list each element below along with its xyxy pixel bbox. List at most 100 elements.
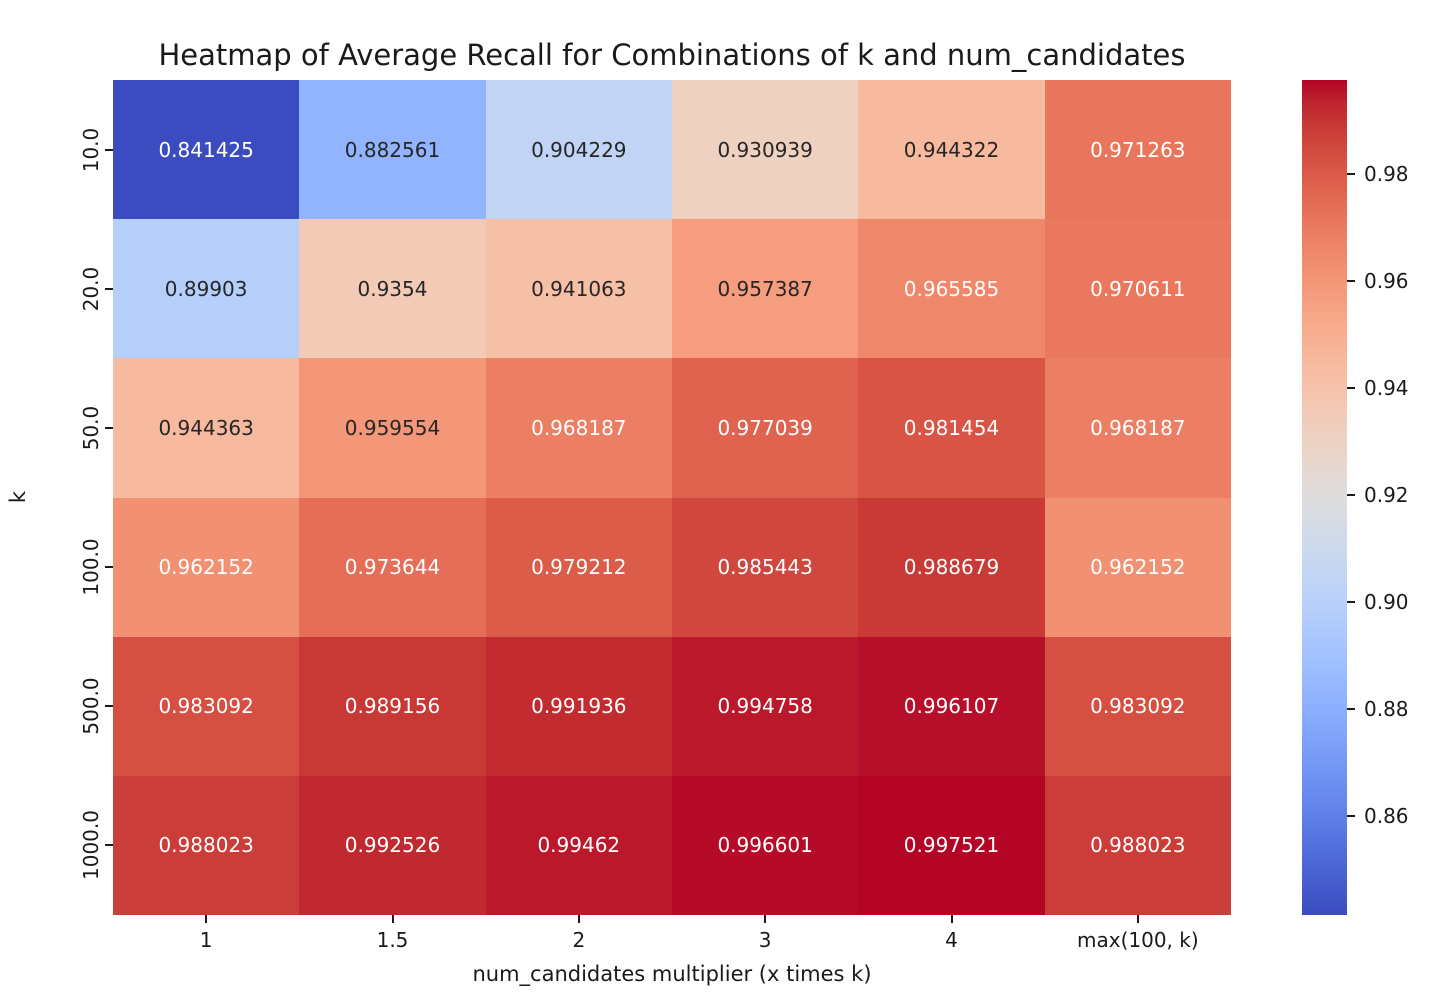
heatmap-cell: 0.930939: [671, 80, 859, 220]
cell-value: 0.930939: [717, 137, 813, 162]
heatmap-cell: 0.968187: [485, 358, 672, 498]
heatmap-cell: 0.957387: [671, 219, 859, 359]
colorbar-tick-mark: [1347, 172, 1355, 175]
cell-value: 0.994758: [717, 694, 813, 719]
y-tick-mark: [105, 705, 113, 708]
colorbar-tick-label: 0.94: [1364, 375, 1409, 400]
heatmap-plot-area: 0.841425 0.882561 0.904229 0.930939 0.944322…: [113, 80, 1231, 915]
cell-value: 0.983092: [1090, 694, 1186, 719]
cell-value: 0.89903: [164, 276, 248, 301]
y-tick-mark: [105, 566, 113, 569]
x-tick-mark: [1136, 915, 1139, 923]
x-axis-label: num_candidates multiplier (x times k): [472, 962, 872, 986]
cell-value: 0.9354: [357, 276, 428, 301]
colorbar-tick-mark: [1347, 279, 1355, 282]
cell-value: 0.985443: [717, 555, 813, 580]
y-tick-mark: [105, 287, 113, 290]
heatmap-cell: 0.882561: [299, 80, 486, 220]
y-tick-label: 1000.0: [79, 810, 103, 881]
heatmap-cell: 0.979212: [485, 497, 672, 637]
heatmap-cell: 0.970611: [1044, 219, 1231, 359]
heatmap-cell: 0.981454: [858, 358, 1045, 498]
cell-value: 0.983092: [158, 694, 254, 719]
cell-value: 0.944363: [158, 415, 254, 440]
colorbar-tick-label: 0.96: [1364, 268, 1409, 293]
cell-value: 0.996107: [903, 694, 1000, 719]
y-tick-label: 50.0: [79, 405, 103, 451]
colorbar-gradient: [1302, 80, 1347, 915]
cell-value: 0.957387: [717, 276, 813, 301]
cell-value: 0.989156: [344, 694, 441, 719]
heatmap-cell: 0.965585: [858, 219, 1045, 359]
cell-value: 0.962152: [158, 555, 254, 580]
cell-value: 0.882561: [344, 137, 441, 162]
colorbar-tick-label: 0.98: [1364, 161, 1409, 186]
heatmap-cell: 0.959554: [299, 358, 486, 498]
heatmap-cell: 0.962152: [1044, 497, 1231, 637]
x-tick-mark: [764, 915, 767, 923]
cell-value: 0.941063: [531, 276, 627, 301]
colorbar-tick-mark: [1347, 600, 1355, 603]
heatmap-cell: 0.971263: [1044, 80, 1231, 220]
x-tick-mark: [577, 915, 580, 923]
cell-value: 0.968187: [1090, 415, 1186, 440]
heatmap-cell: 0.941063: [485, 219, 672, 359]
heatmap-cell: 0.973644: [299, 497, 486, 637]
heatmap-cell: 0.989156: [299, 636, 486, 776]
heatmap-cell: 0.996601: [671, 775, 859, 915]
x-tick-mark: [205, 915, 208, 923]
heatmap-cell: 0.988023: [113, 775, 300, 915]
cell-value: 0.968187: [531, 415, 627, 440]
cell-value: 0.992526: [344, 833, 441, 858]
cell-value: 0.997521: [903, 833, 1000, 858]
x-tick-label: max(100, k): [1077, 928, 1199, 952]
y-tick-mark: [105, 148, 113, 151]
heatmap-cell: 0.944363: [113, 358, 300, 498]
heatmap-cell: 0.997521: [858, 775, 1045, 915]
cell-value: 0.996601: [717, 833, 813, 858]
cell-value: 0.973644: [344, 555, 441, 580]
x-tick-label: 3: [758, 928, 772, 952]
cell-value: 0.981454: [903, 415, 1000, 440]
colorbar-tick-mark: [1347, 814, 1355, 817]
heatmap-cell: 0.992526: [299, 775, 486, 915]
x-tick-label: 1.5: [376, 928, 409, 952]
cell-value: 0.904229: [531, 137, 627, 162]
y-axis-label: k: [6, 490, 30, 504]
colorbar-tick-mark: [1347, 707, 1355, 710]
heatmap-cell: 0.994758: [671, 636, 859, 776]
cell-value: 0.944322: [903, 137, 1000, 162]
y-tick-mark: [105, 844, 113, 847]
y-tick-label: 20.0: [79, 266, 103, 312]
chart-title: Heatmap of Average Recall for Combinatio…: [158, 38, 1186, 72]
heatmap-cell: 0.983092: [1044, 636, 1231, 776]
heatmap-cell: 0.991936: [485, 636, 672, 776]
heatmap-cell: 0.841425: [113, 80, 300, 220]
heatmap-cell: 0.9354: [299, 219, 486, 359]
colorbar-tick-mark: [1347, 386, 1355, 389]
cell-value: 0.970611: [1090, 276, 1186, 301]
heatmap-cell: 0.904229: [485, 80, 672, 220]
cell-value: 0.988023: [158, 833, 254, 858]
heatmap-cell: 0.985443: [671, 497, 859, 637]
cell-value: 0.977039: [717, 415, 813, 440]
x-tick-label: 2: [572, 928, 586, 952]
heatmap-cell: 0.988023: [1044, 775, 1231, 915]
cell-value: 0.841425: [158, 137, 254, 162]
x-tick-mark: [391, 915, 394, 923]
y-tick-label: 500.0: [79, 677, 103, 735]
x-tick-label: 4: [945, 928, 958, 952]
heatmap-cell: 0.977039: [671, 358, 859, 498]
y-tick-label: 100.0: [79, 538, 103, 596]
cell-value: 0.971263: [1090, 137, 1186, 162]
heatmap-cell: 0.99462: [485, 775, 672, 915]
heatmap-cell: 0.962152: [113, 497, 300, 637]
heatmap-cell: 0.89903: [113, 219, 300, 359]
cell-value: 0.99462: [537, 833, 621, 858]
cell-value: 0.979212: [531, 555, 627, 580]
cell-value: 0.988679: [903, 555, 1000, 580]
colorbar-tick-label: 0.90: [1364, 589, 1409, 614]
heatmap-cell: 0.983092: [113, 636, 300, 776]
heatmap-cell: 0.968187: [1044, 358, 1231, 498]
heatmap-cell: 0.988679: [858, 497, 1045, 637]
